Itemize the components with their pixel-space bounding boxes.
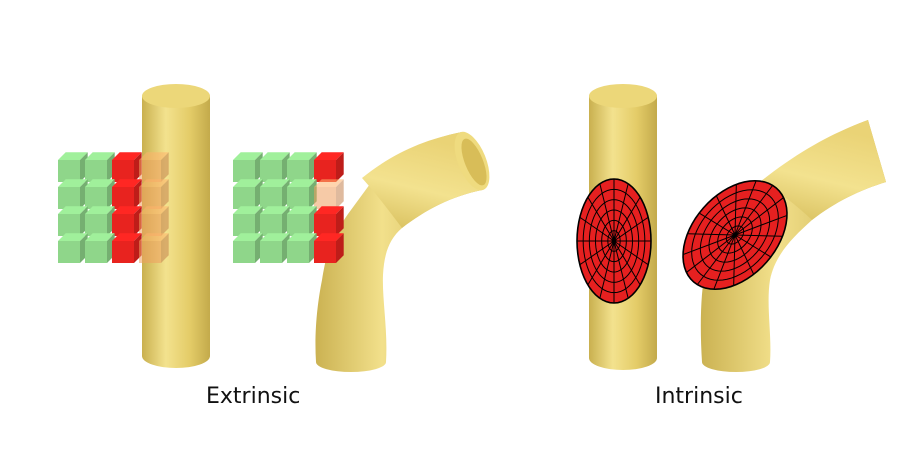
voxel: [233, 179, 263, 209]
patch-spoke: [587, 240, 615, 286]
patch-spoke: [599, 240, 615, 299]
voxel: [112, 233, 142, 263]
voxel: [314, 206, 344, 236]
voxel: [260, 233, 290, 263]
patch-spoke: [579, 216, 615, 242]
voxel: [58, 179, 88, 209]
voxel: [58, 152, 88, 182]
voxel: [58, 233, 88, 263]
voxel: [260, 152, 290, 182]
voxel: [112, 179, 142, 209]
patch-spoke: [734, 197, 784, 236]
voxel: [314, 233, 344, 263]
caption-extrinsic: Extrinsic: [206, 384, 301, 409]
patch-spoke: [734, 214, 788, 236]
voxel-grid: [233, 152, 344, 263]
patch-spoke: [613, 216, 649, 242]
voxel: [85, 233, 115, 263]
voxel: [260, 206, 290, 236]
bent-cylinder: [315, 131, 490, 372]
extrinsic-straight-panel: [58, 84, 210, 368]
caption-intrinsic: Intrinsic: [655, 384, 743, 409]
patch-spoke: [734, 184, 737, 236]
patch-spoke: [686, 234, 736, 273]
extrinsic-bent-panel: [233, 131, 490, 372]
voxel: [139, 152, 169, 182]
voxel: [287, 233, 317, 263]
patch-spoke: [734, 234, 783, 237]
voxel: [314, 179, 344, 209]
voxel: [85, 179, 115, 209]
patch-spoke: [696, 234, 736, 285]
patch-spoke: [734, 234, 772, 258]
patch-spoke: [687, 233, 736, 236]
voxel: [314, 152, 344, 182]
geodesic-polar-patch: [576, 178, 652, 304]
voxel-grid: [58, 152, 169, 263]
geodesic-polar-patch: [682, 179, 788, 291]
voxel: [287, 206, 317, 236]
patch-spoke: [733, 234, 736, 286]
voxel: [233, 233, 263, 263]
patch-spoke: [599, 183, 615, 242]
patch-spoke: [587, 196, 615, 242]
intrinsic-bent-panel: [682, 120, 886, 372]
voxel: [260, 179, 290, 209]
patch-center: [732, 232, 738, 238]
voxel: [233, 206, 263, 236]
patch-spoke: [734, 234, 755, 275]
voxel: [112, 152, 142, 182]
bent-cylinder: [700, 120, 886, 372]
voxel: [287, 152, 317, 182]
voxel: [112, 206, 142, 236]
voxel: [287, 179, 317, 209]
patch-spoke: [715, 195, 736, 236]
patch-spoke: [613, 183, 629, 242]
voxel: [139, 206, 169, 236]
patch-spoke: [613, 240, 649, 266]
voxel: [139, 179, 169, 209]
patch-spoke: [613, 240, 641, 286]
patch-spoke: [734, 180, 757, 236]
patch-center: [611, 238, 617, 244]
patch-spoke: [613, 196, 641, 242]
patch-spoke: [682, 234, 736, 256]
patch-spoke: [698, 212, 736, 236]
voxel: [58, 206, 88, 236]
patch-spoke: [734, 185, 774, 236]
intrinsic-straight-panel: [576, 84, 657, 370]
patch-spoke: [613, 240, 629, 299]
voxel: [85, 206, 115, 236]
voxel: [85, 152, 115, 182]
voxel: [233, 152, 263, 182]
patch-spoke: [713, 234, 736, 290]
patch-spoke: [579, 240, 615, 266]
voxel: [139, 233, 169, 263]
